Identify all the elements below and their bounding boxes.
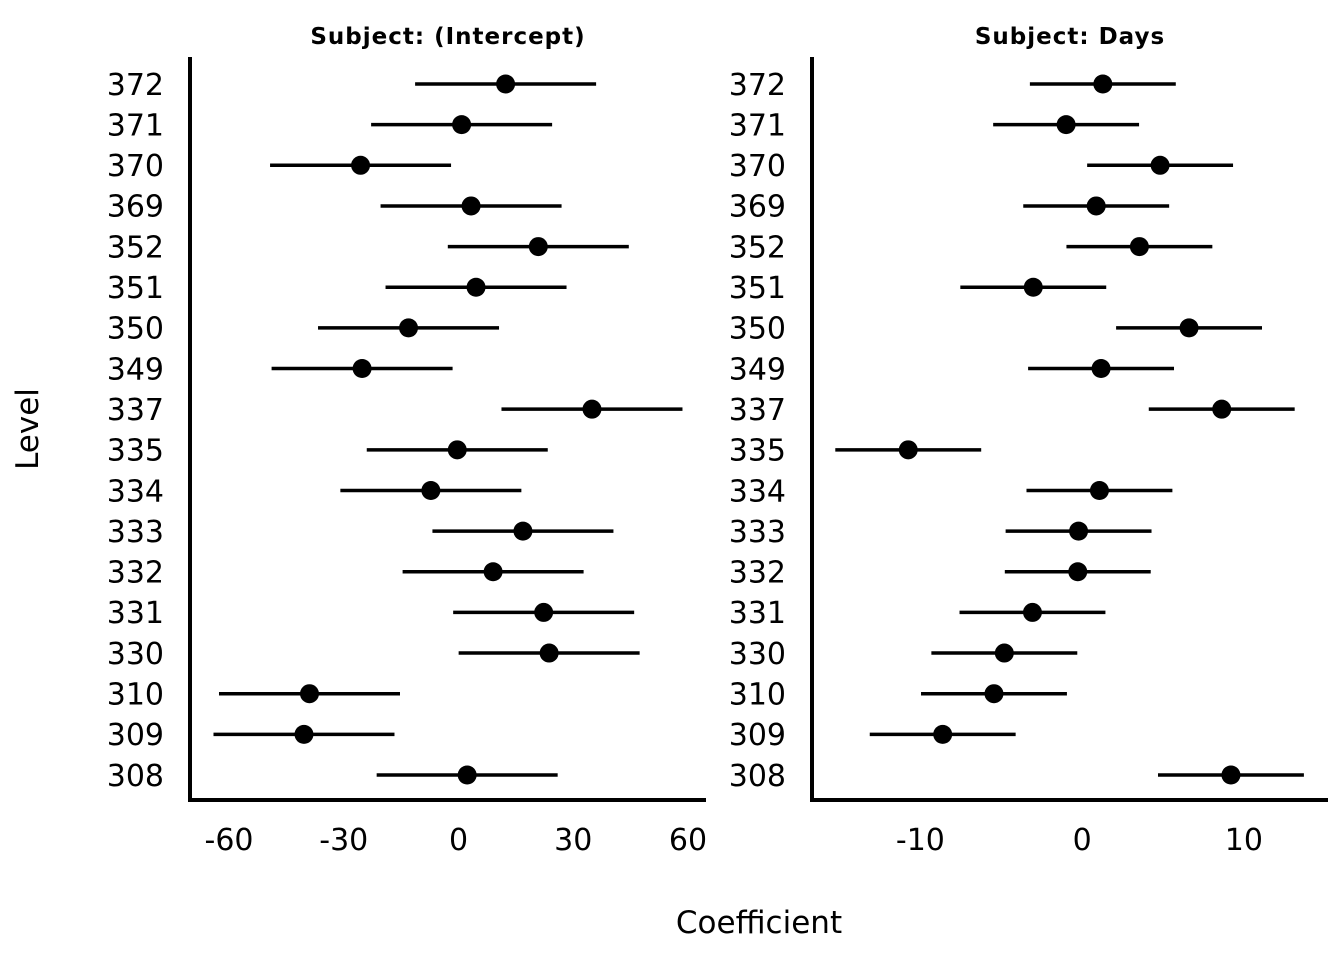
data-point [299,684,319,704]
data-point [1179,318,1199,338]
data-point [447,440,467,460]
panel-title-intercept: Subject: (Intercept) [310,24,586,50]
data-point [898,440,918,460]
y-tick-label: 309 [107,718,164,753]
x-tick-label: 0 [1073,823,1092,858]
x-tick-label: 0 [449,823,468,858]
data-point [461,196,481,216]
x-tick-label: -10 [896,823,945,858]
y-tick-label: 333 [729,515,786,550]
data-point [933,724,953,744]
data-point [528,237,548,257]
data-point [483,562,503,582]
data-point [1023,277,1043,297]
data-point [1068,562,1088,582]
data-point [534,602,554,622]
data-point [457,765,477,785]
y-tick-label: 308 [107,759,164,794]
y-tick-label: 370 [729,149,786,184]
data-point [513,521,533,541]
y-tick-label: 371 [729,108,786,143]
y-tick-label: 334 [107,474,164,509]
y-tick-label: 310 [107,678,164,713]
y-tick-label: 334 [729,474,786,509]
y-tick-label: 351 [729,271,786,306]
panel-title-days: Subject: Days [974,24,1166,50]
y-tick-label: 351 [107,271,164,306]
x-tick-label: 10 [1225,823,1263,858]
x-axis-label: Coefficient [675,905,843,941]
x-tick-label: -30 [319,823,368,858]
x-tick-label: 60 [669,823,707,858]
data-point [496,74,516,94]
data-point [1150,155,1170,175]
y-tick-label: 350 [729,312,786,347]
data-point [582,399,602,419]
data-point [1129,237,1149,257]
y-tick-label: 309 [729,718,786,753]
y-tick-label: 349 [107,352,164,387]
y-tick-label: 335 [107,434,164,469]
data-point [1056,115,1076,135]
y-tick-label: 372 [729,68,786,103]
x-tick-label: 30 [554,823,592,858]
data-point [1086,196,1106,216]
y-tick-label: 352 [107,230,164,265]
data-point [984,684,1004,704]
data-point [539,643,559,663]
y-tick-label: 308 [729,759,786,794]
axis-spine [188,57,706,802]
data-point [1069,521,1089,541]
y-tick-label: 310 [729,678,786,713]
data-point [1022,602,1042,622]
y-tick-label: 331 [107,596,164,631]
y-tick-label: 350 [107,312,164,347]
y-tick-label: 370 [107,149,164,184]
axis-spine [810,57,1328,802]
y-tick-label: 332 [729,556,786,591]
y-tick-label: 372 [107,68,164,103]
data-point [421,480,441,500]
data-point [1221,765,1241,785]
y-tick-label: 330 [107,637,164,672]
y-tick-label: 352 [729,230,786,265]
data-point [466,277,486,297]
data-point [1093,74,1113,94]
y-tick-label: 337 [729,393,786,428]
x-tick-label: -60 [205,823,254,858]
y-tick-label: 349 [729,352,786,387]
y-tick-label: 330 [729,637,786,672]
y-tick-label: 331 [729,596,786,631]
data-point [1091,359,1111,379]
data-point [352,359,372,379]
y-tick-label: 335 [729,434,786,469]
data-point [294,724,314,744]
y-tick-label: 332 [107,556,164,591]
data-point [351,155,371,175]
data-point [1089,480,1109,500]
data-point [1212,399,1232,419]
y-tick-label: 371 [107,108,164,143]
y-tick-label: 369 [729,190,786,225]
data-point [399,318,419,338]
y-tick-label: 333 [107,515,164,550]
y-tick-label: 337 [107,393,164,428]
data-point [452,115,472,135]
data-point [994,643,1014,663]
y-tick-label: 369 [107,190,164,225]
